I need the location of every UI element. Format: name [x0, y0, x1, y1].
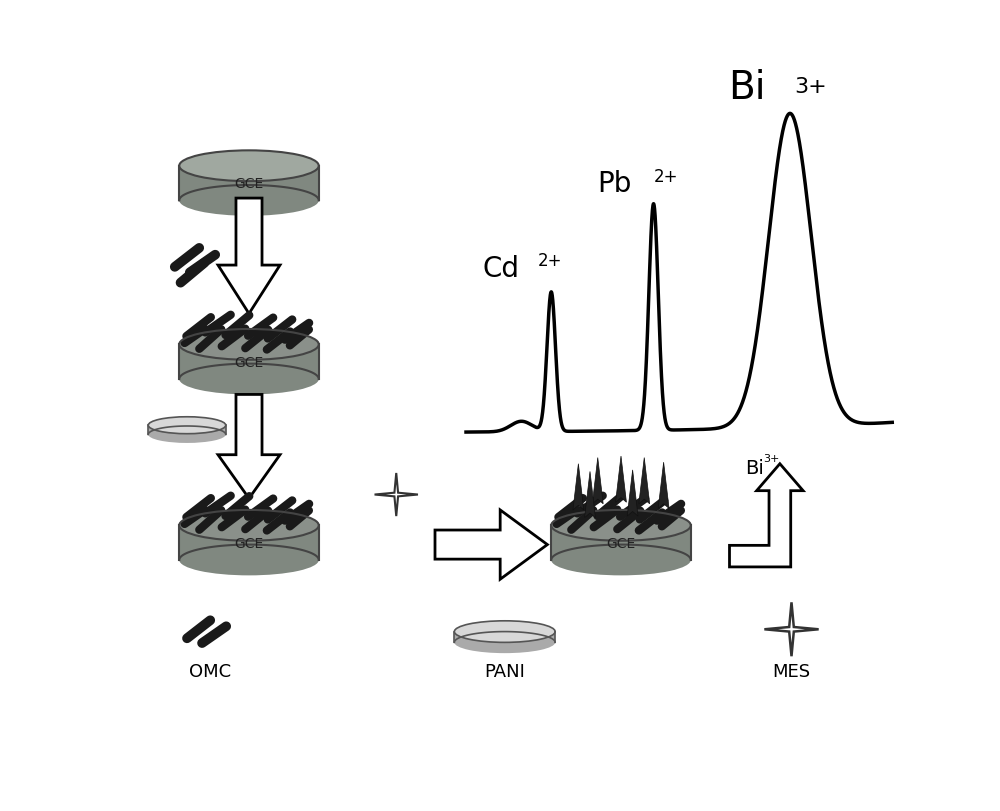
- Polygon shape: [764, 603, 819, 656]
- Text: 2+: 2+: [537, 251, 562, 269]
- Polygon shape: [218, 395, 280, 499]
- Ellipse shape: [179, 545, 319, 576]
- Text: 2+: 2+: [654, 168, 678, 186]
- Polygon shape: [375, 474, 418, 517]
- Polygon shape: [218, 199, 280, 314]
- Ellipse shape: [454, 621, 555, 642]
- Bar: [179, 526, 319, 560]
- Ellipse shape: [551, 545, 691, 576]
- Text: Pb: Pb: [598, 169, 632, 198]
- Polygon shape: [592, 458, 603, 504]
- Ellipse shape: [179, 329, 319, 360]
- Text: GCE: GCE: [606, 536, 636, 550]
- Text: Cd: Cd: [482, 255, 519, 282]
- Ellipse shape: [179, 186, 319, 217]
- Text: OMC: OMC: [189, 663, 231, 680]
- Polygon shape: [573, 464, 584, 510]
- Ellipse shape: [148, 427, 226, 444]
- Text: GCE: GCE: [234, 536, 264, 550]
- Ellipse shape: [551, 510, 691, 541]
- Polygon shape: [585, 472, 595, 518]
- Ellipse shape: [179, 510, 319, 541]
- Text: GCE: GCE: [234, 177, 264, 191]
- Ellipse shape: [454, 632, 555, 654]
- Bar: [551, 526, 691, 560]
- Polygon shape: [435, 510, 547, 580]
- Ellipse shape: [148, 417, 226, 434]
- Polygon shape: [639, 458, 650, 504]
- Bar: [179, 166, 319, 201]
- Text: MES: MES: [772, 663, 811, 680]
- Text: 3+: 3+: [764, 454, 780, 464]
- Polygon shape: [627, 470, 638, 517]
- Text: Bi: Bi: [729, 69, 766, 106]
- Bar: [148, 426, 226, 435]
- Polygon shape: [658, 462, 669, 508]
- Ellipse shape: [179, 151, 319, 182]
- Bar: [179, 345, 319, 380]
- Polygon shape: [616, 457, 626, 503]
- Ellipse shape: [179, 364, 319, 395]
- Text: PANI: PANI: [484, 663, 525, 680]
- Bar: [454, 632, 555, 642]
- Polygon shape: [730, 464, 803, 567]
- Text: Bi: Bi: [745, 458, 764, 478]
- Text: GCE: GCE: [234, 355, 264, 369]
- Text: 3+: 3+: [794, 77, 827, 97]
